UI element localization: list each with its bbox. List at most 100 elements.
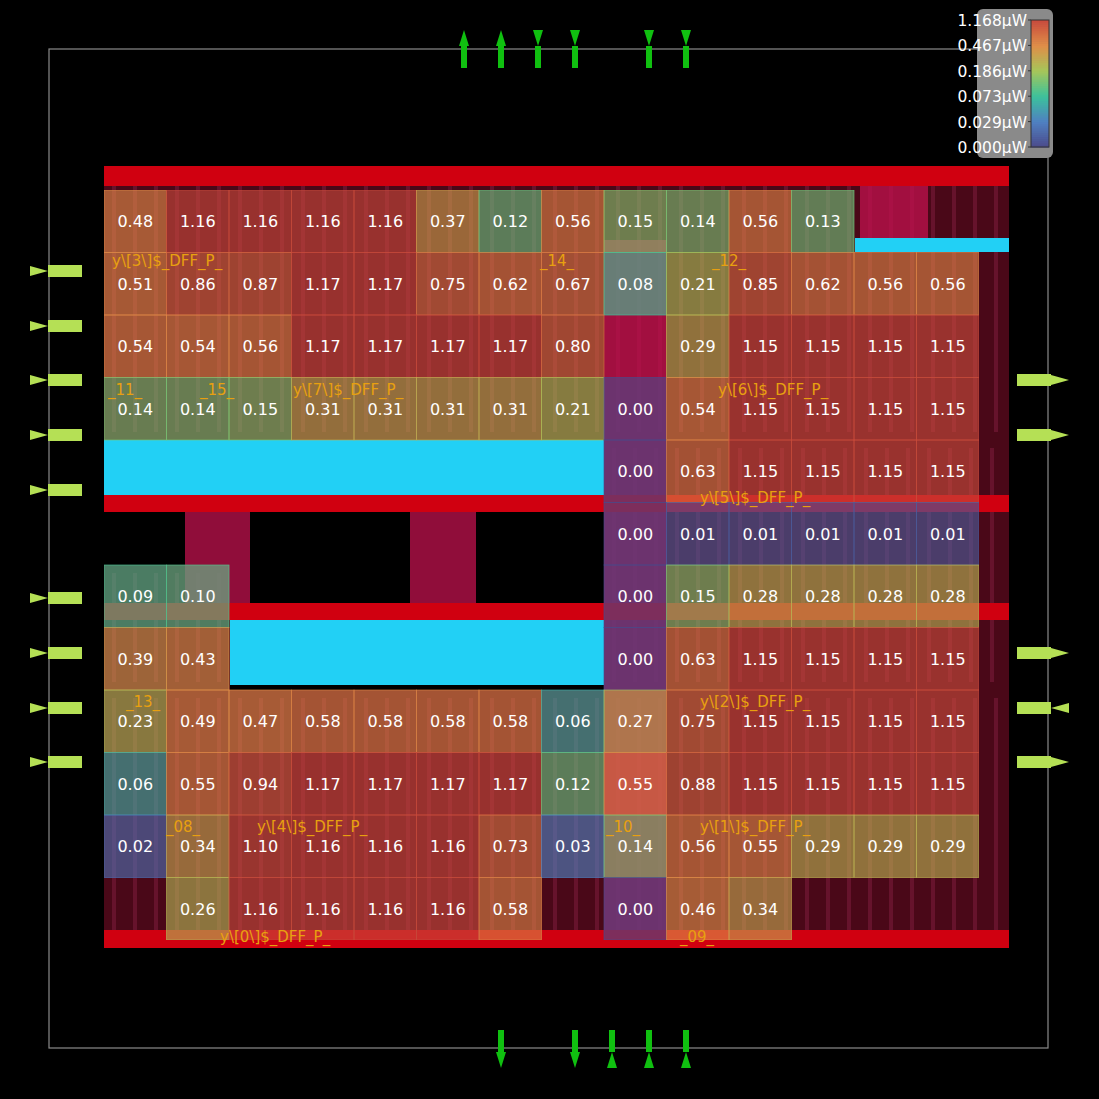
value-label: 0.00	[617, 650, 653, 669]
instance-label: _14_	[539, 252, 575, 271]
heat-cell	[479, 753, 542, 816]
pin	[535, 46, 541, 68]
value-label: 1.15	[867, 337, 903, 356]
value-label: 0.14	[617, 837, 653, 856]
value-label: 0.15	[617, 212, 653, 231]
value-label: 0.00	[617, 900, 653, 919]
value-label: 0.09	[117, 587, 153, 606]
value-label: 0.73	[492, 837, 528, 856]
pin-arrow	[1051, 648, 1069, 658]
pin-arrow	[459, 30, 469, 46]
pin	[1017, 702, 1051, 714]
fill-block	[855, 238, 1009, 252]
pin	[572, 46, 578, 68]
value-label: 0.31	[367, 400, 403, 419]
pin	[48, 484, 82, 496]
pin-arrow	[496, 1052, 506, 1068]
heat-cell	[542, 315, 605, 378]
pin-arrow	[1051, 375, 1069, 385]
value-label: 1.16	[242, 212, 278, 231]
heat-cell	[104, 190, 167, 253]
colorbar-label: 0.186µW	[957, 63, 1027, 81]
chart: 0.481.161.161.161.160.370.120.560.150.14…	[0, 0, 1099, 1099]
value-label: 0.00	[617, 525, 653, 544]
value-label: 0.21	[680, 275, 716, 294]
value-label: 1.15	[805, 400, 841, 419]
value-label: 1.16	[367, 900, 403, 919]
pin-arrow	[570, 1052, 580, 1068]
metal	[994, 698, 998, 932]
pin	[609, 1030, 615, 1052]
heat-cell	[417, 378, 480, 441]
value-label: 0.01	[680, 525, 716, 544]
colorbar-tick	[1028, 147, 1031, 148]
pin	[572, 1030, 578, 1052]
pin-arrow	[644, 1052, 654, 1068]
value-label: 0.01	[930, 525, 966, 544]
pin-arrow	[30, 593, 48, 603]
value-label: 0.00	[617, 462, 653, 481]
heat-cell	[104, 753, 167, 816]
die-outline	[49, 49, 1048, 1048]
heat-cell	[354, 253, 417, 316]
heat-cell	[354, 690, 417, 753]
value-label: 1.17	[367, 775, 403, 794]
value-label: 0.58	[430, 712, 466, 731]
value-label: 0.29	[867, 837, 903, 856]
heat-cell	[542, 378, 605, 441]
value-label: 1.17	[430, 337, 466, 356]
pin	[683, 46, 689, 68]
heat-cell	[354, 190, 417, 253]
value-label: 1.15	[742, 650, 778, 669]
heat-cell	[417, 753, 480, 816]
value-label: 0.31	[430, 400, 466, 419]
heat-cell	[854, 253, 917, 316]
heat-cell	[417, 878, 480, 941]
pin-arrow	[30, 375, 48, 385]
heat-cell	[417, 253, 480, 316]
pin	[1017, 756, 1051, 768]
value-label: 0.86	[180, 275, 216, 294]
heat-cell	[479, 253, 542, 316]
heat-cell	[167, 315, 230, 378]
value-label: 1.15	[930, 337, 966, 356]
strap	[604, 240, 667, 940]
value-label: 1.15	[805, 337, 841, 356]
pin-arrow	[681, 30, 691, 46]
heat-cell	[604, 565, 667, 628]
pin-arrow	[570, 30, 580, 46]
heat-cell	[792, 503, 855, 566]
heat-cell	[667, 503, 730, 566]
pin	[48, 592, 82, 604]
value-label: 0.55	[180, 775, 216, 794]
instance-label: _13_	[125, 693, 161, 712]
value-label: 1.17	[305, 775, 341, 794]
heat-cell	[667, 190, 730, 253]
heat-cell	[229, 690, 292, 753]
pin-arrow	[533, 30, 543, 46]
heat-cell	[167, 753, 230, 816]
pin	[48, 374, 82, 386]
heat-cell	[729, 190, 792, 253]
heat-cell	[667, 753, 730, 816]
pin-arrow	[644, 30, 654, 46]
fill-block	[230, 620, 604, 685]
value-label: 0.14	[117, 400, 153, 419]
heat-cell	[479, 315, 542, 378]
heat-cell	[229, 753, 292, 816]
pin-arrow	[496, 30, 506, 46]
heat-cell	[792, 253, 855, 316]
value-label: 0.62	[492, 275, 528, 294]
heat-cell	[917, 628, 980, 691]
heat-cell	[479, 190, 542, 253]
value-label: 1.16	[180, 212, 216, 231]
fill-block	[104, 440, 604, 495]
pin	[498, 46, 504, 68]
value-label: 0.63	[680, 650, 716, 669]
heat-cell	[542, 753, 605, 816]
value-label: 0.56	[930, 275, 966, 294]
value-label: 1.15	[930, 650, 966, 669]
value-label: 1.10	[242, 837, 278, 856]
heat-cell	[167, 565, 230, 628]
value-label: 1.17	[305, 275, 341, 294]
